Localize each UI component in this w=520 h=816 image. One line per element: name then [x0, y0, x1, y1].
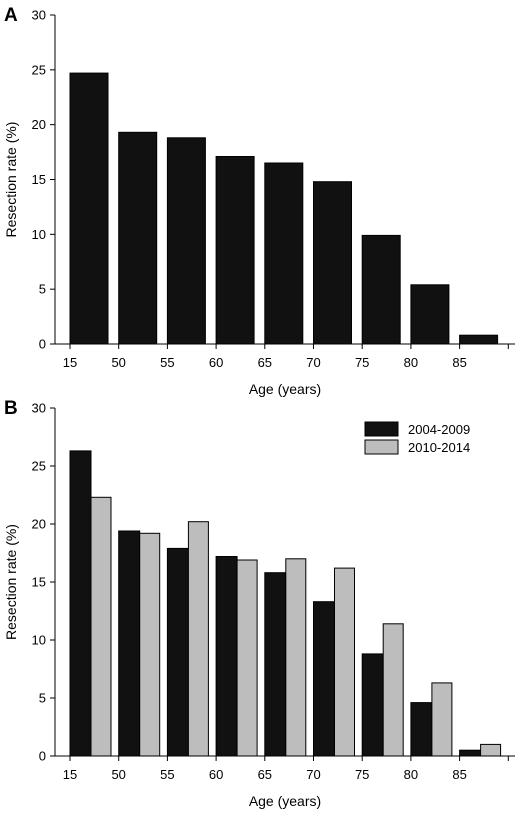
x-tick-label: 50 [111, 767, 125, 782]
bar-2004-2009-15 [69, 450, 92, 757]
x-tick-label: 85 [452, 355, 466, 370]
chart-panel-b: B 0 5 10 15 20 25 30 15 50 55 60 65 70 75 80 85 Age (yea… [3, 398, 515, 809]
bar-value-85 [459, 334, 499, 345]
bar-2004-2009-85 [459, 749, 482, 757]
legend-swatch [364, 421, 399, 437]
x-tick-label: 15 [63, 355, 77, 370]
legend: 2004-2009 2010-2014 [364, 421, 470, 455]
legend-swatch [364, 439, 399, 455]
legend-label: 2004-2009 [408, 422, 470, 437]
bar-value-80 [410, 284, 450, 345]
y-tick-label: 20 [32, 517, 46, 532]
x-tick-label: 65 [258, 767, 272, 782]
x-tick-label: 75 [355, 767, 369, 782]
bar-2004-2009-55 [166, 547, 189, 757]
bar-value-50 [118, 131, 158, 345]
bar-value-70 [313, 181, 352, 345]
legend-label: 2010-2014 [408, 440, 470, 455]
bar-2004-2009-70 [313, 601, 335, 757]
y-tick-label: 0 [39, 337, 46, 352]
x-tick-label: 80 [404, 355, 418, 370]
bar-value-65 [264, 162, 304, 345]
bar-2004-2009-80 [410, 702, 433, 757]
bar-2010-2014-15 [90, 496, 112, 757]
bar-2010-2014-60 [236, 559, 258, 757]
panel-letter: B [4, 398, 18, 419]
x-tick-label: 70 [306, 355, 320, 370]
x-tick-label: 75 [355, 355, 369, 370]
y-tick-label: 15 [32, 172, 46, 187]
y-tick-label: 25 [32, 62, 46, 77]
bar-value-60 [215, 156, 255, 345]
y-tick-label: 5 [39, 282, 46, 297]
x-tick-label: 60 [209, 355, 223, 370]
x-axis-title: Age (years) [249, 381, 321, 397]
bar-value-75 [361, 234, 401, 345]
y-axis-title: Resection rate (%) [3, 524, 19, 640]
bar-2010-2014-55 [187, 521, 209, 757]
panel-letter: A [4, 5, 18, 26]
bar-2004-2009-60 [215, 556, 238, 757]
y-tick-label: 5 [39, 691, 46, 706]
y-tick-label: 30 [32, 8, 46, 23]
x-tick-label: 85 [452, 767, 466, 782]
x-tick-label: 55 [160, 355, 174, 370]
y-tick-label: 0 [39, 749, 46, 764]
bar-2004-2009-75 [361, 653, 384, 757]
y-tick-label: 10 [32, 633, 46, 648]
bar-2010-2014-80 [431, 682, 453, 757]
y-axis-title: Resection rate (%) [3, 122, 19, 238]
bar-2004-2009-50 [118, 530, 141, 757]
x-axis-title: Age (years) [249, 793, 321, 809]
x-tick-label: 80 [404, 767, 418, 782]
y-tick-label: 15 [32, 575, 46, 590]
bar-2010-2014-50 [139, 532, 161, 757]
bar-2010-2014-75 [382, 623, 404, 757]
x-tick-label: 60 [209, 767, 223, 782]
bar-2004-2009-65 [264, 572, 287, 757]
y-tick-label: 10 [32, 227, 46, 242]
y-tick-label: 25 [32, 459, 46, 474]
x-tick-label: 70 [306, 767, 320, 782]
x-tick-label: 15 [63, 767, 77, 782]
bar-2010-2014-85 [480, 743, 502, 757]
bar-2010-2014-70 [334, 567, 355, 757]
x-tick-label: 55 [160, 767, 174, 782]
y-tick-label: 20 [32, 117, 46, 132]
x-tick-label: 50 [111, 355, 125, 370]
chart-panel-a: A 0 5 10 15 20 25 30 15 50 55 60 65 70 75 80 85 Age (yea… [3, 5, 515, 397]
bar-value-15 [69, 72, 109, 345]
bar-value-55 [166, 137, 206, 345]
y-tick-label: 30 [32, 401, 46, 416]
x-tick-label: 65 [258, 355, 272, 370]
bar-2010-2014-65 [285, 558, 307, 757]
